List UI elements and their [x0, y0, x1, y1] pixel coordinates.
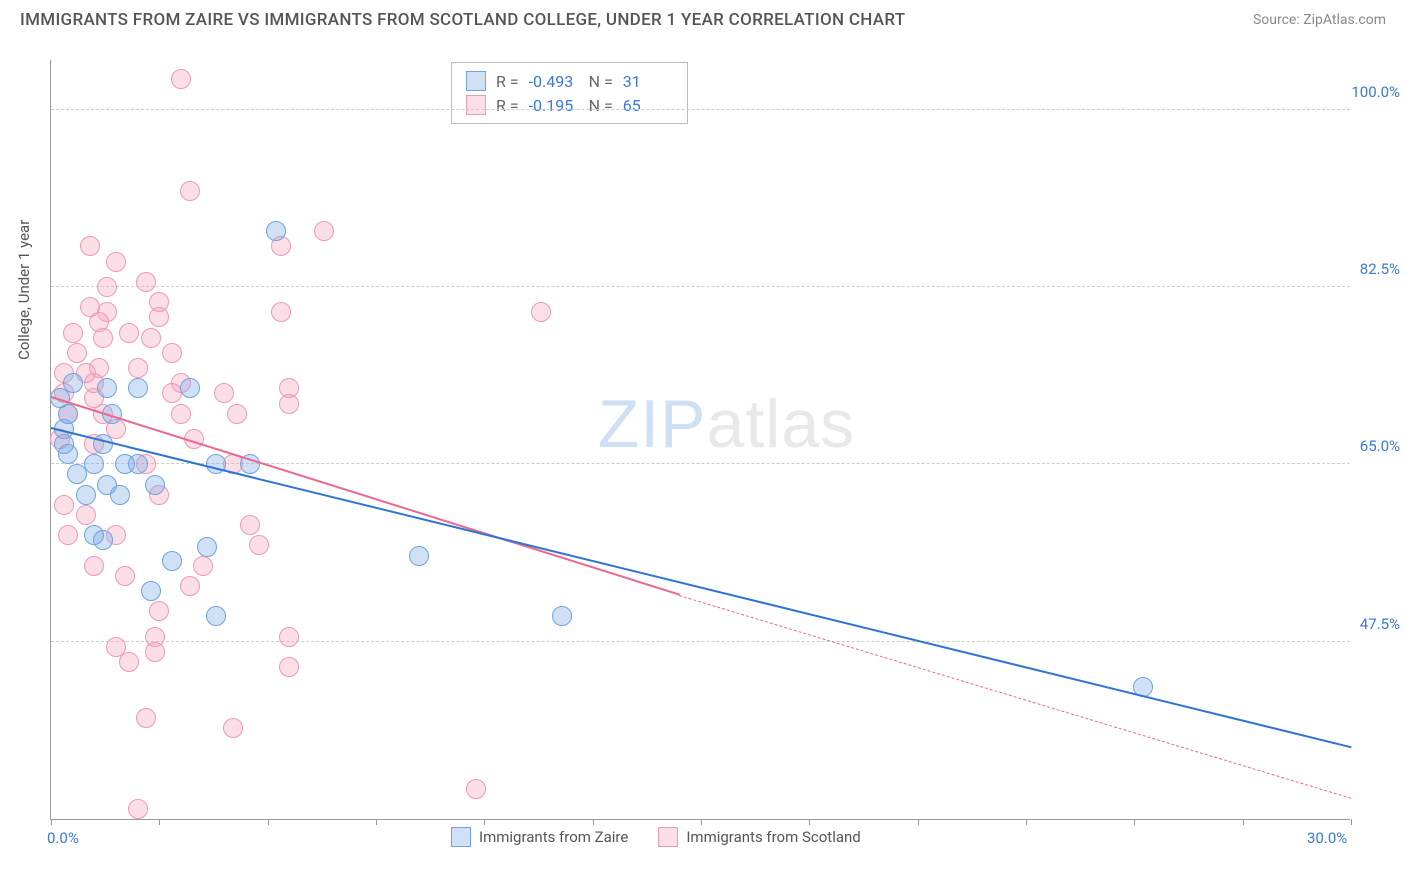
scatter-marker-series2 — [466, 779, 486, 799]
scatter-marker-series1 — [84, 454, 104, 474]
scatter-plot: ZIPatlas R = -0.493 N = 31 R = -0.195 N … — [50, 60, 1350, 820]
x-tick-mark — [701, 819, 702, 825]
x-tick-mark — [268, 819, 269, 825]
scatter-marker-series2 — [531, 302, 551, 322]
scatter-marker-series1 — [206, 606, 226, 626]
y-axis-title: College, Under 1 year — [15, 220, 33, 360]
x-tick-mark — [1134, 819, 1135, 825]
swatch-series1 — [451, 827, 471, 847]
scatter-marker-series2 — [84, 556, 104, 576]
chart-title: IMMIGRANTS FROM ZAIRE VS IMMIGRANTS FROM… — [20, 10, 905, 30]
scatter-marker-series1 — [552, 606, 572, 626]
x-tick-mark — [1243, 819, 1244, 825]
scatter-marker-series2 — [227, 404, 247, 424]
scatter-marker-series2 — [279, 394, 299, 414]
scatter-marker-series2 — [162, 343, 182, 363]
trend-line-series1 — [51, 427, 1351, 748]
scatter-marker-series1 — [76, 485, 96, 505]
x-tick-mark — [1026, 819, 1027, 825]
scatter-marker-series2 — [106, 252, 126, 272]
scatter-marker-series2 — [54, 495, 74, 515]
scatter-marker-series1 — [197, 537, 217, 557]
swatch-series1 — [466, 71, 486, 91]
scatter-marker-series1 — [110, 485, 130, 505]
scatter-marker-series1 — [162, 551, 182, 571]
scatter-marker-series2 — [80, 236, 100, 256]
scatter-marker-series1 — [145, 475, 165, 495]
swatch-series2 — [466, 95, 486, 115]
x-tick-mark — [593, 819, 594, 825]
scatter-marker-series2 — [171, 404, 191, 424]
scatter-marker-series2 — [97, 277, 117, 297]
gridline — [51, 286, 1350, 287]
scatter-marker-series2 — [67, 343, 87, 363]
swatch-series2 — [658, 827, 678, 847]
scatter-marker-series1 — [180, 378, 200, 398]
scatter-marker-series2 — [249, 535, 269, 555]
scatter-marker-series2 — [128, 358, 148, 378]
scatter-marker-series2 — [80, 297, 100, 317]
scatter-marker-series1 — [128, 454, 148, 474]
legend-item-series2: Immigrants from Scotland — [658, 827, 860, 847]
scatter-marker-series2 — [141, 328, 161, 348]
scatter-marker-series2 — [279, 657, 299, 677]
scatter-marker-series2 — [115, 566, 135, 586]
scatter-marker-series1 — [58, 444, 78, 464]
stat-row-series2: R = -0.195 N = 65 — [466, 93, 673, 117]
legend-item-series1: Immigrants from Zaire — [451, 827, 628, 847]
scatter-marker-series1 — [63, 373, 83, 393]
y-tick-label: 82.5% — [1360, 260, 1400, 278]
scatter-marker-series2 — [171, 69, 191, 89]
scatter-marker-series1 — [409, 546, 429, 566]
scatter-marker-series2 — [149, 601, 169, 621]
x-tick-mark — [484, 819, 485, 825]
x-tick-mark — [376, 819, 377, 825]
scatter-marker-series1 — [84, 525, 104, 545]
x-tick-mark — [51, 819, 52, 825]
watermark: ZIPatlas — [598, 385, 855, 463]
scatter-marker-series2 — [119, 652, 139, 672]
gridline — [51, 641, 1350, 642]
scatter-marker-series2 — [193, 556, 213, 576]
y-tick-label: 65.0% — [1360, 437, 1400, 455]
trend-line-series2 — [51, 397, 680, 597]
scatter-marker-series2 — [93, 328, 113, 348]
x-tick-label: 30.0% — [1307, 829, 1347, 847]
scatter-marker-series2 — [180, 181, 200, 201]
scatter-marker-series2 — [180, 576, 200, 596]
scatter-marker-series2 — [149, 292, 169, 312]
stat-row-series1: R = -0.493 N = 31 — [466, 69, 673, 93]
x-tick-mark — [809, 819, 810, 825]
scatter-marker-series2 — [58, 525, 78, 545]
scatter-marker-series2 — [223, 718, 243, 738]
scatter-marker-series2 — [128, 799, 148, 819]
scatter-marker-series2 — [214, 383, 234, 403]
scatter-marker-series2 — [271, 302, 291, 322]
scatter-marker-series2 — [76, 505, 96, 525]
x-tick-mark — [918, 819, 919, 825]
y-tick-label: 100.0% — [1351, 83, 1400, 101]
trend-line-series2-extrapolated — [679, 595, 1351, 799]
scatter-marker-series2 — [240, 515, 260, 535]
scatter-marker-series1 — [266, 221, 286, 241]
scatter-marker-series2 — [279, 627, 299, 647]
legend: Immigrants from Zaire Immigrants from Sc… — [451, 827, 861, 847]
scatter-marker-series2 — [63, 323, 83, 343]
correlation-stats-box: R = -0.493 N = 31 R = -0.195 N = 65 — [451, 62, 688, 124]
source-label: Source: ZipAtlas.com — [1253, 12, 1386, 28]
y-tick-label: 47.5% — [1360, 615, 1400, 633]
x-tick-label: 0.0% — [47, 829, 79, 847]
gridline — [51, 109, 1350, 110]
scatter-marker-series2 — [136, 708, 156, 728]
x-tick-mark — [1351, 819, 1352, 825]
scatter-marker-series2 — [314, 221, 334, 241]
scatter-marker-series1 — [97, 378, 117, 398]
x-tick-mark — [159, 819, 160, 825]
scatter-marker-series1 — [128, 378, 148, 398]
scatter-marker-series2 — [119, 323, 139, 343]
scatter-marker-series2 — [136, 272, 156, 292]
scatter-marker-series2 — [145, 642, 165, 662]
scatter-marker-series1 — [141, 581, 161, 601]
